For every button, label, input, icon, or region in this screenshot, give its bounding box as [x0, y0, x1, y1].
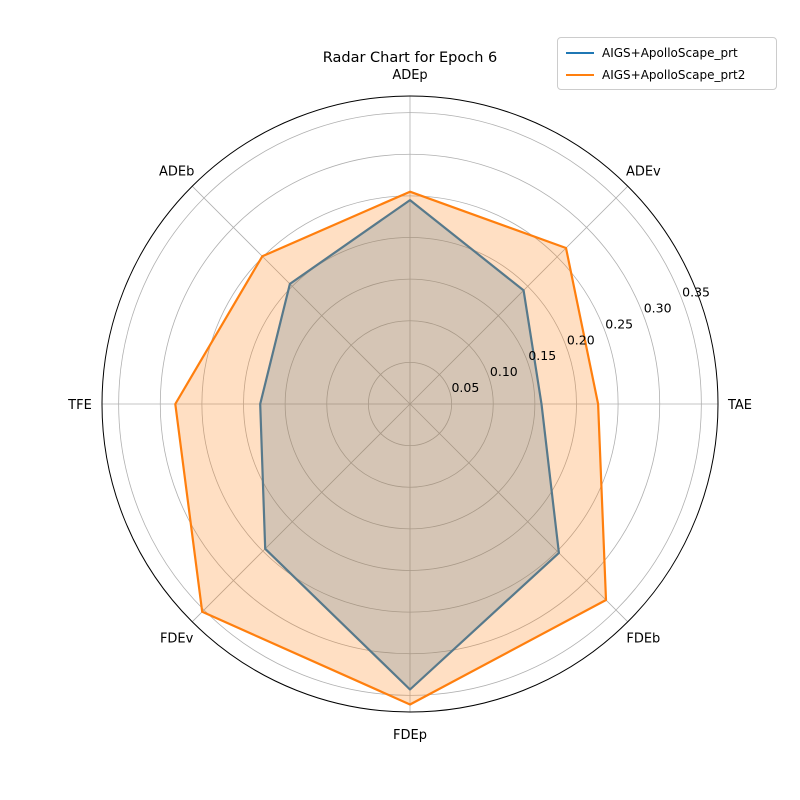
radial-gridline-fdev	[191, 403, 411, 623]
r-tick-label: 0.25	[605, 316, 633, 331]
legend-label-series-2: AIGS+ApolloScape_prt2	[602, 68, 746, 82]
axis-label-adev: ADEv	[626, 165, 661, 180]
ring-gridline	[284, 278, 536, 530]
ring-gridline	[201, 195, 619, 613]
ring-gridline	[118, 112, 702, 696]
series-line-1	[259, 199, 561, 691]
r-tick-label: 0.30	[644, 300, 672, 315]
axis-label-adeb: ADEb	[159, 165, 194, 180]
r-tick-label: 0.05	[451, 380, 479, 395]
radial-gridline-adev	[409, 185, 629, 405]
axis-label-tfe: TFE	[67, 398, 92, 413]
ring-gridline	[159, 153, 661, 655]
series-area-1	[260, 200, 559, 690]
ring-gridline	[326, 320, 494, 488]
ring-gridline	[367, 361, 453, 447]
legend-item-series-2: AIGS+ApolloScape_prt2	[566, 65, 745, 85]
legend-item-series-1: AIGS+ApolloScape_prt	[566, 43, 738, 63]
polar-frame	[101, 95, 719, 713]
ring-gridline	[243, 237, 577, 571]
radar-grid	[101, 95, 719, 713]
radial-gridline-fdeb	[409, 403, 629, 623]
legend-swatch-series-1	[566, 52, 594, 54]
r-tick-label: 0.10	[490, 364, 518, 379]
axis-label-adep: ADEp	[392, 68, 427, 83]
radar-labels: 0.05 0.10 0.15 0.20 0.25 0.30 0.35 ADEp ADEv TAE F…	[67, 68, 752, 743]
legend-swatch-series-2	[566, 74, 594, 76]
chart-legend: AIGS+ApolloScape_prt AIGS+ApolloScape_pr…	[557, 37, 777, 90]
series-line-2	[174, 190, 608, 706]
axis-label-tae: TAE	[727, 398, 752, 413]
r-tick-label: 0.15	[528, 348, 556, 363]
legend-label-series-1: AIGS+ApolloScape_prt	[602, 46, 738, 60]
r-tick-label: 0.35	[682, 285, 710, 300]
r-tick-label: 0.20	[567, 332, 595, 347]
chart-title: Radar Chart for Epoch 6	[323, 50, 498, 66]
series-area-2	[175, 191, 607, 705]
axis-label-fdev: FDEv	[160, 631, 194, 646]
axis-label-fdep: FDEp	[393, 728, 427, 743]
radial-gridline-adeb	[191, 185, 411, 405]
axis-label-fdeb: FDEb	[626, 631, 660, 646]
radar-series	[174, 190, 608, 706]
